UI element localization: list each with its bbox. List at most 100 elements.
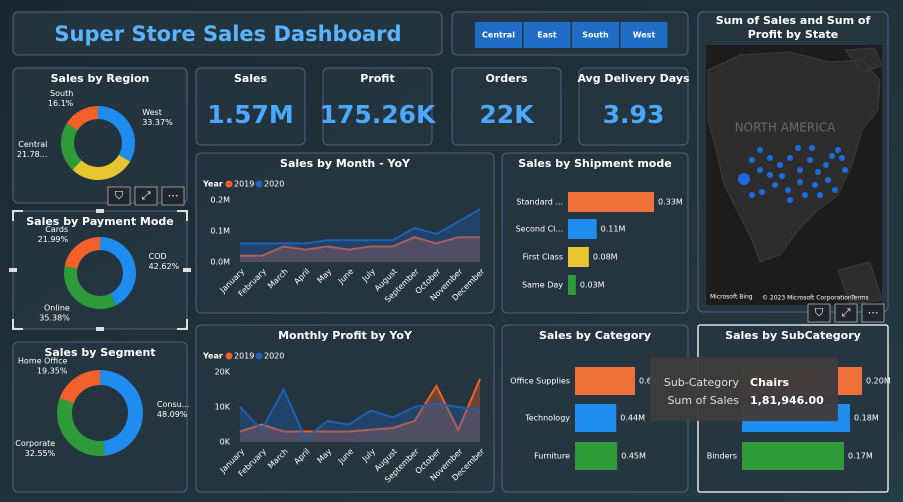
area [240,389,480,442]
visual-header-button[interactable] [134,186,158,206]
slicer-button[interactable] [620,22,668,48]
icon: ⛉ [815,306,824,319]
map-dot [757,167,763,173]
donut-value-label: 48.09% [157,410,188,419]
line [240,236,480,257]
map-dot [842,167,848,173]
line [240,208,481,245]
tooltip-label: Sum of Sales [667,394,739,407]
selection-corner [12,319,23,330]
panel-title: Sales by Category [539,329,651,342]
donut-slice [100,237,136,306]
map-dot [759,189,765,195]
y-tick-label: 0.2M [210,196,230,205]
map-dot [749,192,755,198]
panel-title: Sales by Month - YoY [280,157,411,170]
map-dot [817,192,823,198]
bar [742,442,844,470]
donut-slice [98,106,135,162]
y-tick-label: 0.1M [210,227,230,236]
donut-slice [61,123,82,170]
category-label: Standard ... [516,198,563,207]
donut-category-label: Online [44,303,70,312]
map-dot [809,145,815,151]
y-tick-label: 10K [215,403,231,412]
map-dot [777,162,783,168]
value-label: 0.11M [601,225,626,234]
map-terms[interactable]: Terms [850,295,869,302]
donut-value-label: 21.78... [17,150,48,159]
slicer-label[interactable]: East [537,31,557,40]
map-dot [815,169,821,175]
bar [568,192,654,212]
donut-slice [64,266,117,309]
selection-handle [183,268,191,272]
panel [451,67,562,146]
kpi-value: 175.26K [320,100,437,129]
tooltip-value: 1,81,946.00 [750,394,824,407]
value-label: 0.17M [848,452,873,461]
legend-marker [225,352,233,360]
slicer-label[interactable]: West [633,31,656,40]
legend-marker [225,180,233,188]
bar [568,219,597,239]
map-copyright: © 2023 Microsoft Corporation [762,295,852,302]
y-tick-label: 20K [215,368,231,377]
map-dot [749,157,755,163]
bar [568,247,589,267]
panel [578,67,689,146]
visual-header-button[interactable] [107,186,131,206]
donut-category-label: Central [18,140,47,149]
slicer-button[interactable] [475,22,522,48]
selection-corner [177,319,188,330]
bar [568,275,576,295]
panel [322,67,433,146]
tooltip-label: Sub-Category [664,376,740,389]
donut-category-label: South [50,89,73,98]
category-label: Second Cl... [516,225,563,234]
map-dot [797,179,803,185]
map-dot [825,177,831,183]
panel [195,324,495,493]
legend-label: 2019 [234,180,254,189]
map-dot [832,187,838,193]
kpi-label: Sales [234,72,268,85]
map-dot [767,155,773,161]
donut-slice [64,237,100,269]
panel-title: Sales by Region [51,72,150,85]
legend-label: 2020 [264,352,284,361]
category-label: First Class [523,253,563,262]
map-dot [839,155,845,161]
map-dot [823,162,829,168]
map-dot [807,157,813,163]
slicer-button[interactable] [523,22,571,48]
slicer-label[interactable]: South [582,31,609,40]
map-dot [797,167,803,173]
map-dot [829,153,835,159]
value-label: 0.44M [620,414,645,423]
slicer-label[interactable]: Central [482,31,515,40]
value-label: 0.03M [580,281,605,290]
category-label: Technology [524,414,570,423]
legend-label: 2019 [234,352,254,361]
slicer-button[interactable] [572,22,619,48]
area [240,237,480,262]
area [240,209,480,262]
visual-header-button[interactable] [861,303,885,323]
legend-label: 2020 [264,180,284,189]
donut-value-label: 42.62% [149,262,180,271]
bar [575,404,617,432]
value-label: 0.08M [593,253,618,262]
donut-value-label: 33.37% [142,118,173,127]
panel-title: Sales by Segment [44,346,155,359]
map-dot [767,172,773,178]
tooltip-value: Chairs [750,376,790,389]
visual-header-button[interactable] [161,186,185,206]
visual-header-button[interactable] [807,303,831,323]
map-title-box: Sum of Sales and Sum of Profit by State [716,14,871,41]
map-dot [772,182,778,188]
category-label: Binders [707,452,737,461]
visual-header-button[interactable] [834,303,858,323]
donut-value-label: 35.38% [39,313,70,322]
